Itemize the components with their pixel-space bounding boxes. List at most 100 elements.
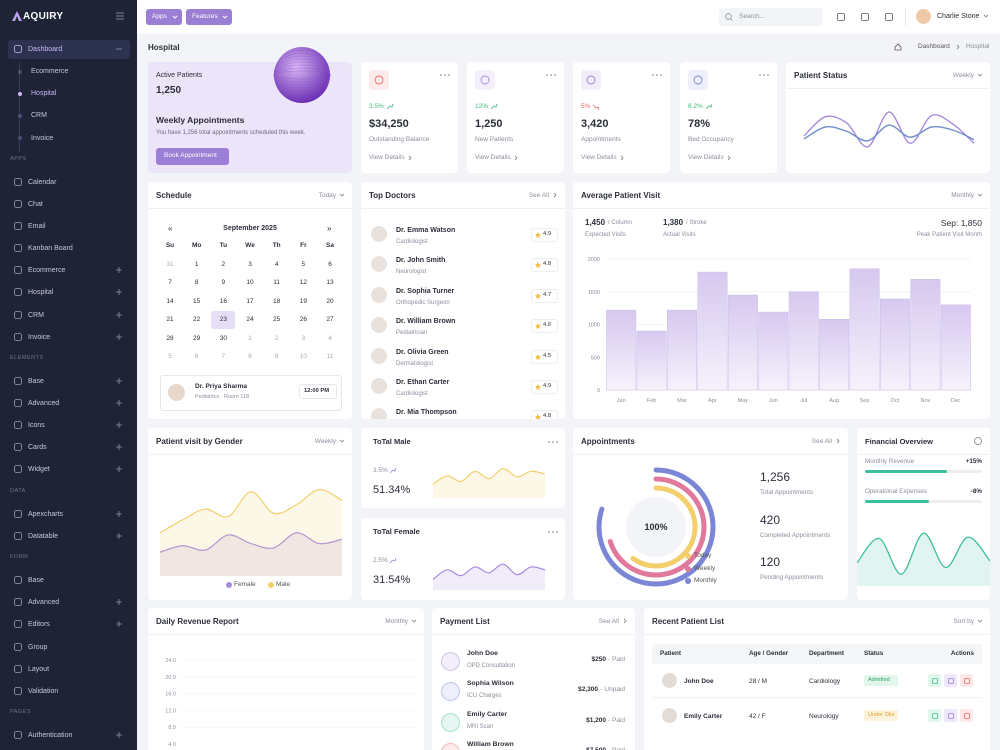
nav-item[interactable]: Calendar [28,178,57,186]
button-label[interactable]: Features [192,13,218,20]
action-button[interactable] [960,709,973,722]
nav-item[interactable]: Base [28,377,44,385]
card-action[interactable]: See All [811,438,832,445]
stat-link[interactable]: View Details [475,154,511,161]
card-action[interactable]: Weekly [952,72,974,79]
nav-item[interactable]: Apexcharts [28,510,64,518]
card-action[interactable]: Monthly [951,192,974,199]
stat-link[interactable]: View Details [369,154,405,161]
calendar-day[interactable]: 8 [248,353,252,360]
calendar-day[interactable]: 9 [221,279,226,287]
calendar-day[interactable]: 7 [221,353,226,360]
action-button[interactable] [928,709,941,722]
book-button[interactable]: Book Appointment [156,148,229,165]
calendar-day[interactable]: 5 [168,353,172,360]
calendar-day[interactable]: 11 [273,279,281,287]
calendar-day[interactable]: 10 [246,279,254,287]
nav-item[interactable]: Invoice [28,333,51,341]
search-placeholder[interactable]: Search... [739,13,766,20]
calendar-day[interactable]: 2 [274,334,279,342]
nav-item[interactable]: Ecommerce [28,267,66,275]
calendar-day[interactable]: 28 [166,334,174,342]
action-button[interactable] [944,674,957,687]
nav-item[interactable]: Kanban Board [28,245,73,253]
calendar-day[interactable]: 20 [326,297,334,305]
calendar-day[interactable]: 12 [299,279,307,287]
button-label[interactable]: Apps [152,13,167,20]
calendar-day[interactable]: 6 [194,353,199,360]
user-name[interactable]: Charlie Stone [937,13,980,20]
calendar-day[interactable]: 25 [273,316,281,324]
calendar-day[interactable]: 18 [273,297,281,305]
nav-item[interactable]: Chat [28,200,43,208]
calendar-day[interactable]: 8 [194,279,199,287]
search-box[interactable]: Search... [719,8,823,26]
nav-subitem[interactable]: CRM [31,112,47,120]
calendar-day[interactable]: 21 [166,316,174,324]
calendar-day[interactable]: 27 [326,316,334,324]
nav-subitem[interactable]: Ecommerce [31,68,69,76]
stat-link[interactable]: View Details [688,154,724,161]
calendar-day[interactable]: 5 [301,261,306,268]
calendar-day[interactable]: 29 [193,334,201,342]
breadcrumb-link[interactable]: Dashboard [918,43,950,50]
nav-item[interactable]: Authentication [28,732,73,740]
nav-item[interactable]: Icons [28,422,45,430]
nav-item[interactable]: Editors [28,621,50,629]
calendar-day[interactable]: 10 [299,353,307,360]
calendar-day[interactable]: 22 [193,316,201,324]
action-button[interactable] [960,674,973,687]
calendar-day[interactable]: 15 [193,297,201,305]
card-action[interactable]: See All [528,192,549,199]
nav-item[interactable]: Layout [28,665,50,673]
calendar-day[interactable]: 24 [246,316,254,324]
nav-item[interactable]: Dashboard [28,46,63,53]
menu-button[interactable]: Features [186,9,232,25]
nav-item[interactable]: Advanced [28,400,60,408]
action-button[interactable] [944,709,957,722]
nav-item[interactable]: Advanced [28,599,60,607]
nav-item[interactable]: Email [28,223,46,231]
nav-subitem[interactable]: Hospital [31,90,57,98]
calendar-day[interactable]: 16 [219,297,227,305]
nav-item[interactable]: Group [28,643,48,651]
card-action[interactable]: See All [598,618,619,625]
action-button[interactable] [928,674,941,687]
calendar-day[interactable]: 1 [248,334,252,342]
menu-button[interactable]: Apps [146,9,182,25]
calendar-day[interactable]: 4 [328,334,332,342]
calendar-day[interactable]: 6 [328,261,332,268]
card-action[interactable]: Weekly [314,438,336,445]
calendar-next[interactable]: » [327,224,332,233]
calendar-day[interactable]: 19 [299,297,307,305]
calendar-day[interactable]: 3 [248,261,252,268]
calendar-day[interactable]: 7 [168,279,172,287]
button-label[interactable]: Book Appointment [164,152,217,159]
calendar-day[interactable]: 11 [326,353,334,360]
calendar-day[interactable]: 17 [246,297,254,305]
stat-link[interactable]: View Details [581,154,617,161]
nav-item[interactable]: Datatable [28,532,58,540]
nav-item[interactable]: Validation [28,687,59,695]
nav-item[interactable]: Cards [28,444,47,452]
calendar-day[interactable]: 26 [299,316,307,324]
card-action[interactable]: Monthly [385,618,408,625]
calendar-day[interactable]: 31 [166,261,174,268]
nav-subitem[interactable]: Invoice [31,134,54,142]
calendar-day[interactable]: 13 [326,279,334,287]
calendar-day[interactable]: 14 [166,297,174,305]
nav-item[interactable]: Base [28,577,44,585]
calendar-day[interactable]: 2 [221,261,226,268]
nav-item[interactable]: CRM [28,311,44,319]
calendar-day[interactable]: 4 [274,261,279,268]
card-action[interactable]: Sort by [953,618,974,625]
calendar-day[interactable]: 3 [301,334,306,342]
nav-item[interactable]: Hospital [28,289,54,297]
calendar-day[interactable]: 23 [219,316,227,324]
calendar-prev[interactable]: « [168,224,173,233]
calendar-day[interactable]: 1 [194,261,199,268]
calendar-day[interactable]: 30 [219,334,227,342]
nav-item[interactable]: Widget [28,466,50,474]
card-action[interactable]: Today [318,192,336,199]
calendar-day[interactable]: 9 [274,353,279,360]
